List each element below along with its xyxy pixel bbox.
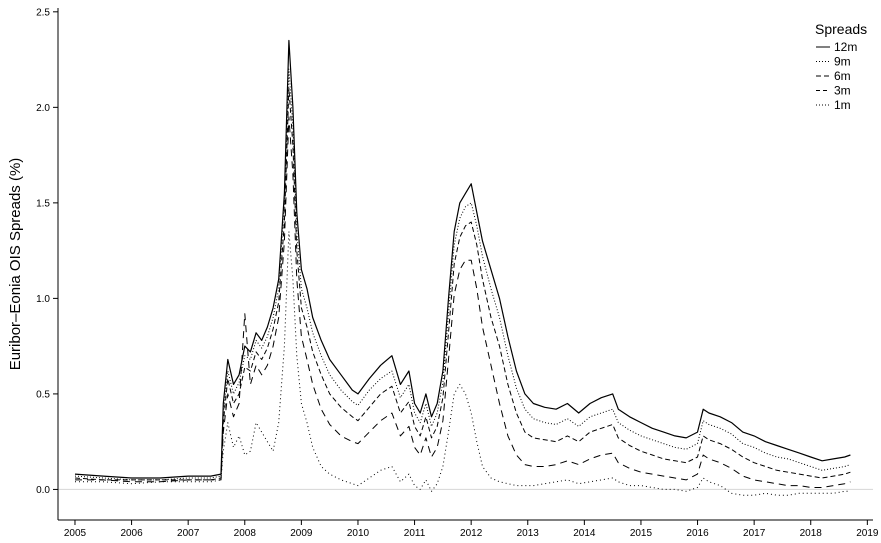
x-tick-label: 2012	[460, 528, 483, 539]
y-tick-label: 2.0	[36, 103, 50, 114]
x-tick-label: 2013	[517, 528, 540, 539]
legend-label-9m: 9m	[834, 55, 851, 69]
y-axis-title: Euribor–Eonia OIS Spreads (%)	[7, 158, 24, 371]
x-tick-label: 2011	[404, 528, 426, 539]
y-tick-label: 2.5	[36, 7, 50, 18]
x-tick-label: 2015	[630, 528, 653, 539]
y-tick-label: 0.0	[36, 485, 50, 496]
series-line-1m	[75, 231, 851, 496]
legend-title: Spreads	[815, 21, 867, 37]
x-tick-label: 2019	[856, 528, 879, 539]
legend-label-3m: 3m	[834, 84, 851, 98]
x-ticks-group: 2005 2006 2007 2008 2009 2010 2011 2012 2013 2014…	[64, 520, 879, 539]
series-group	[74, 39, 851, 496]
legend-label-1m: 1m	[834, 98, 851, 112]
y-ticks-group: 0.0 0.5 1.0 1.5 2.0 2.5	[36, 7, 58, 496]
x-tick-label: 2010	[347, 528, 370, 539]
series-line-3m	[75, 116, 851, 488]
axes-group: 0.00.51.01.52.02.5 2005 2006 2007 2008 2009 2…	[7, 7, 879, 539]
legend-label-12m: 12m	[834, 40, 857, 54]
y-tick-label: 1.0	[36, 294, 50, 305]
x-tick-label: 2005	[64, 528, 87, 539]
x-tick-label: 2018	[800, 528, 823, 539]
x-tick-label: 2007	[177, 528, 200, 539]
series-line-9m	[74, 68, 851, 481]
y-tick-label: 0.5	[36, 389, 50, 400]
y-tick-label: 1.5	[36, 198, 50, 209]
legend-label-6m: 6m	[834, 69, 851, 83]
x-tick-label: 2008	[234, 528, 257, 539]
x-tick-label: 2017	[743, 528, 766, 539]
x-tick-label: 2009	[290, 528, 313, 539]
x-tick-label: 2016	[686, 528, 709, 539]
series-line-6m	[74, 87, 851, 481]
x-tick-label: 2014	[573, 528, 596, 539]
x-tick-label: 2006	[120, 528, 143, 539]
series-line-12m	[74, 39, 851, 479]
